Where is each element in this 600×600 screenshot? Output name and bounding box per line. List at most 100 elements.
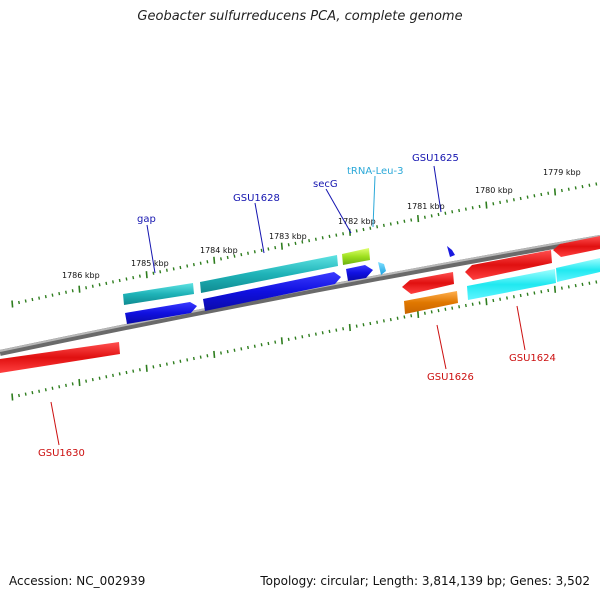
minor-tick — [540, 290, 543, 294]
minor-tick — [492, 202, 495, 206]
minor-tick — [132, 369, 135, 373]
minor-tick — [186, 264, 189, 268]
minor-tick — [376, 225, 379, 229]
minor-tick — [396, 221, 399, 225]
minor-tick — [165, 362, 168, 366]
minor-tick — [38, 296, 41, 300]
minor-tick — [159, 363, 162, 368]
gene-feature[interactable] — [402, 272, 454, 294]
minor-tick — [362, 323, 365, 327]
gene-feature[interactable] — [404, 291, 458, 314]
minor-tick — [410, 218, 413, 222]
minor-tick — [18, 393, 20, 398]
minor-tick — [58, 385, 61, 389]
minor-tick — [464, 207, 467, 211]
gene-feature[interactable] — [467, 269, 556, 300]
minor-tick — [260, 248, 263, 253]
minor-tick — [314, 237, 317, 241]
minor-tick — [253, 250, 256, 254]
gene-feature[interactable] — [447, 246, 455, 257]
minor-tick — [85, 379, 88, 383]
gene-feature[interactable] — [125, 302, 197, 324]
minor-tick — [567, 285, 570, 289]
gene-feature[interactable] — [203, 272, 341, 311]
minor-tick — [355, 324, 358, 328]
minor-tick — [112, 373, 114, 378]
minor-tick — [410, 314, 413, 318]
major-tick — [417, 215, 420, 223]
minor-tick — [132, 275, 135, 280]
minor-tick — [376, 320, 379, 324]
major-tick — [280, 242, 283, 250]
minor-tick — [118, 372, 121, 376]
minor-tick — [389, 317, 392, 322]
gene-label-gsu1630[interactable]: GSU1630 — [38, 448, 85, 459]
minor-tick — [165, 268, 168, 272]
gene-feature[interactable] — [123, 283, 194, 305]
gene-label-secg[interactable]: secG — [313, 179, 338, 190]
minor-tick — [199, 261, 202, 265]
map-title: Geobacter sulfurreducens PCA, complete g… — [137, 9, 463, 24]
gene-feature[interactable] — [342, 248, 370, 265]
minor-tick — [512, 198, 515, 202]
minor-tick — [125, 277, 128, 281]
minor-tick — [152, 271, 155, 275]
minor-tick — [547, 288, 550, 293]
gene-label-gsu1628[interactable]: GSU1628 — [233, 193, 280, 204]
minor-tick — [567, 187, 570, 191]
gene-feature[interactable] — [553, 236, 600, 257]
gene-feature[interactable] — [346, 265, 373, 281]
major-tick — [78, 378, 81, 387]
minor-tick — [328, 329, 331, 334]
gene-label-gsu1626[interactable]: GSU1626 — [427, 372, 474, 383]
minor-tick — [287, 243, 290, 247]
minor-tick — [430, 214, 433, 218]
minor-tick — [403, 315, 406, 319]
minor-tick — [437, 212, 440, 217]
gene-feature[interactable] — [200, 255, 338, 293]
major-tick — [11, 300, 14, 308]
minor-tick — [362, 227, 365, 232]
gene-feature[interactable] — [0, 342, 120, 373]
minor-tick — [506, 199, 508, 203]
minor-tick — [499, 297, 502, 301]
gene-labels: gap GSU1628 secG tRNA-Leu-3 GSU1625 GSU1… — [38, 153, 556, 459]
minor-tick — [458, 208, 461, 213]
minor-tick — [471, 206, 474, 210]
minor-tick — [512, 295, 515, 299]
minor-tick — [560, 286, 563, 290]
genome-summary-text: Topology: circular; Length: 3,814,139 bp… — [260, 574, 590, 588]
gene-label-trna-leu-3[interactable]: tRNA-Leu-3 — [347, 166, 403, 177]
minor-tick — [560, 188, 563, 193]
minor-tick — [159, 270, 162, 274]
gene-label-gsu1625[interactable]: GSU1625 — [412, 153, 459, 164]
accession-text: Accession: NC_002939 — [9, 574, 146, 588]
major-tick — [280, 337, 283, 345]
minor-tick — [581, 184, 584, 189]
gene-feature[interactable] — [556, 258, 600, 282]
minor-tick — [112, 280, 114, 284]
gene-label-gap[interactable]: gap — [137, 214, 156, 225]
minor-tick — [526, 292, 529, 296]
scale-ruler-bottom — [11, 280, 598, 401]
minor-tick — [595, 182, 598, 186]
minor-tick — [342, 327, 345, 331]
minor-tick — [369, 226, 372, 230]
minor-tick — [220, 351, 222, 355]
major-tick — [485, 201, 488, 209]
major-tick — [213, 256, 216, 264]
minor-tick — [492, 298, 495, 303]
minor-tick — [499, 200, 502, 205]
minor-tick — [24, 299, 27, 303]
minor-tick — [355, 229, 358, 233]
major-tick — [11, 393, 14, 401]
gene-feature[interactable] — [378, 262, 386, 275]
minor-tick — [179, 265, 182, 270]
minor-tick — [31, 297, 34, 302]
minor-tick — [85, 286, 88, 290]
minor-tick — [301, 240, 304, 244]
gene-feature[interactable] — [465, 250, 552, 280]
minor-tick — [506, 296, 508, 300]
gene-label-gsu1624[interactable]: GSU1624 — [509, 353, 556, 364]
minor-tick — [335, 233, 338, 237]
